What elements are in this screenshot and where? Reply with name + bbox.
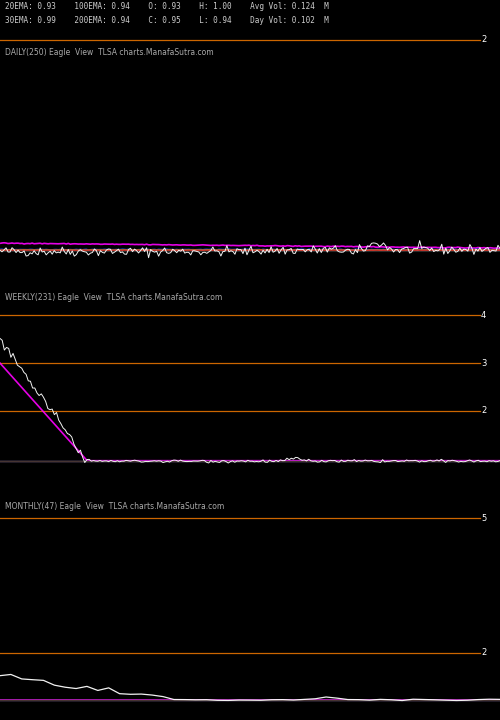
Text: 5: 5 [481, 514, 486, 523]
Text: 2: 2 [481, 35, 486, 44]
Text: 2: 2 [481, 406, 486, 415]
Text: 3: 3 [481, 359, 486, 368]
Text: 4: 4 [481, 311, 486, 320]
Text: 20EMA: 0.93    100EMA: 0.94    O: 0.93    H: 1.00    Avg Vol: 0.124  M: 20EMA: 0.93 100EMA: 0.94 O: 0.93 H: 1.00… [5, 2, 329, 11]
Text: DAILY(250) Eagle  View  TLSA charts.ManafaSutra.com: DAILY(250) Eagle View TLSA charts.Manafa… [5, 48, 214, 57]
Text: WEEKLY(231) Eagle  View  TLSA charts.ManafaSutra.com: WEEKLY(231) Eagle View TLSA charts.Manaf… [5, 293, 222, 302]
Text: MONTHLY(47) Eagle  View  TLSA charts.ManafaSutra.com: MONTHLY(47) Eagle View TLSA charts.Manaf… [5, 502, 224, 511]
Text: 30EMA: 0.99    200EMA: 0.94    C: 0.95    L: 0.94    Day Vol: 0.102  M: 30EMA: 0.99 200EMA: 0.94 C: 0.95 L: 0.94… [5, 16, 329, 25]
Text: 2: 2 [481, 648, 486, 657]
